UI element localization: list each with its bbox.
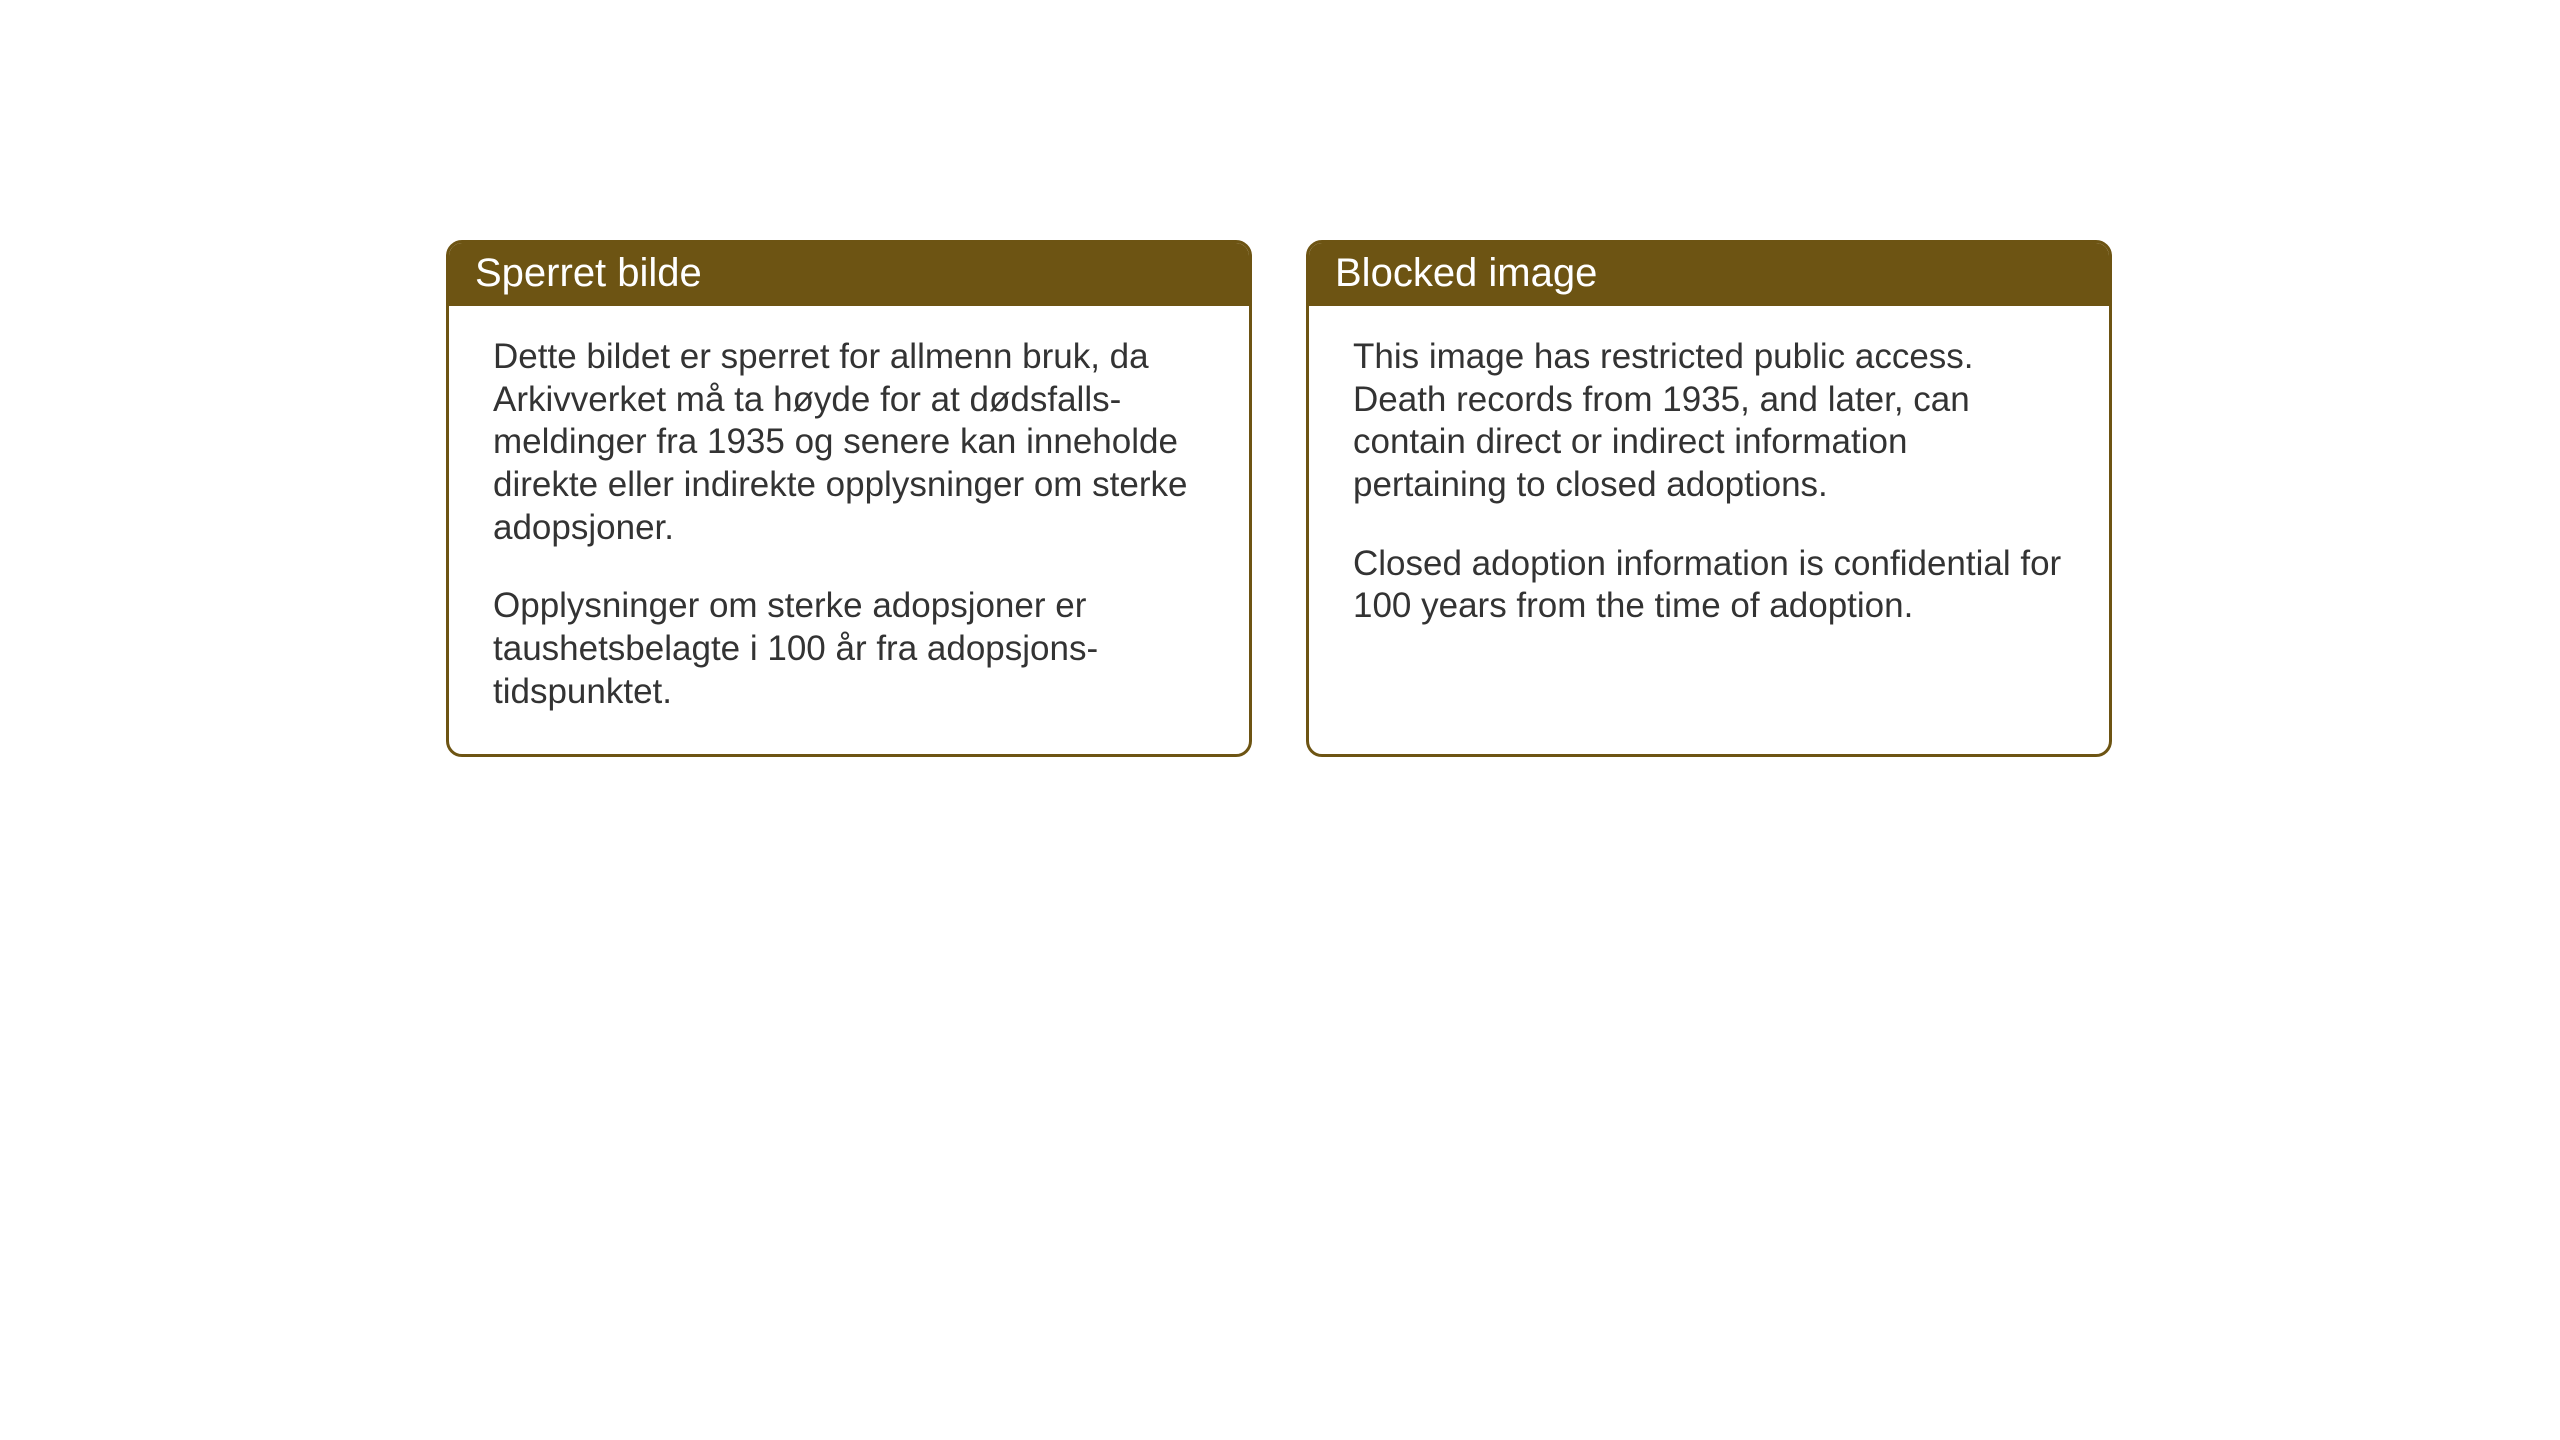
card-title-norwegian: Sperret bilde bbox=[475, 251, 702, 295]
card-para1-english: This image has restricted public access.… bbox=[1353, 336, 2065, 507]
card-para1-norwegian: Dette bildet er sperret for allmenn bruk… bbox=[493, 336, 1205, 549]
card-norwegian: Sperret bilde Dette bildet er sperret fo… bbox=[446, 240, 1252, 757]
card-para2-english: Closed adoption information is confident… bbox=[1353, 543, 2065, 628]
card-body-english: This image has restricted public access.… bbox=[1309, 306, 2109, 668]
card-english: Blocked image This image has restricted … bbox=[1306, 240, 2112, 757]
card-title-english: Blocked image bbox=[1335, 251, 1597, 295]
cards-container: Sperret bilde Dette bildet er sperret fo… bbox=[446, 240, 2560, 757]
card-para2-norwegian: Opplysninger om sterke adopsjoner er tau… bbox=[493, 585, 1205, 713]
card-header-norwegian: Sperret bilde bbox=[449, 243, 1249, 306]
card-body-norwegian: Dette bildet er sperret for allmenn bruk… bbox=[449, 306, 1249, 754]
card-header-english: Blocked image bbox=[1309, 243, 2109, 306]
